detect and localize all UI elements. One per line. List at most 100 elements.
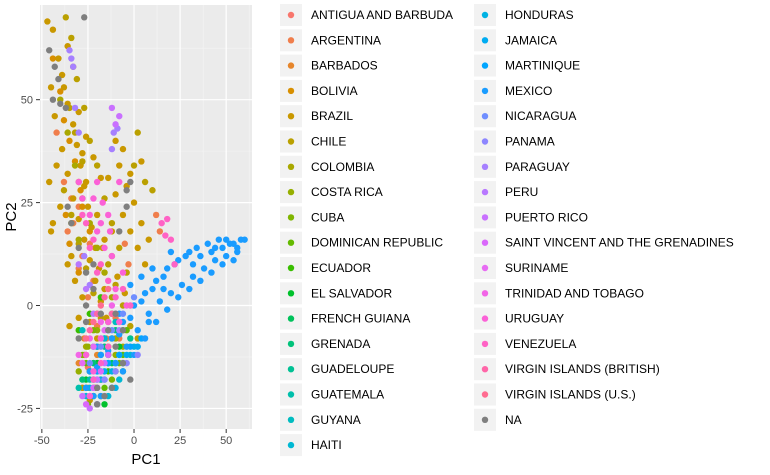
data-point [123, 343, 130, 350]
data-point [64, 203, 71, 210]
data-point [230, 257, 237, 264]
legend-item: URUGUAY [474, 307, 564, 330]
data-point [108, 384, 116, 392]
data-point [71, 277, 79, 285]
legend-label: MEXICO [505, 84, 552, 98]
data-point [134, 244, 141, 252]
legend: ANTIGUA AND BARBUDA ARGENTINA BARBADOS BOLI… [280, 4, 734, 457]
data-point [164, 215, 171, 223]
data-point [215, 236, 223, 243]
legend-item: GUADELOUPE [280, 358, 394, 381]
legend-item: ECUADOR [280, 257, 371, 279]
legend-label: PERU [505, 185, 538, 199]
legend-item: FRENCH GUIANA [280, 307, 410, 330]
legend-item: SURINAME [474, 257, 568, 279]
data-point [93, 244, 101, 252]
data-point [222, 236, 230, 243]
series-uruguay [75, 178, 130, 400]
legend-item: TRINIDAD AND TOBAGO [474, 282, 644, 305]
data-point [105, 211, 112, 219]
data-point [101, 269, 108, 276]
data-point [241, 236, 248, 243]
data-point [97, 343, 105, 350]
data-point [119, 211, 127, 219]
data-point [68, 219, 75, 227]
data-point [93, 211, 101, 219]
data-point [84, 343, 92, 350]
legend-label: JAMAICA [505, 33, 557, 47]
legend-marker [481, 138, 489, 145]
data-point [75, 351, 82, 359]
data-point [145, 236, 152, 243]
data-point [81, 14, 88, 21]
data-point [119, 359, 127, 367]
data-point [121, 240, 128, 247]
data-point [93, 178, 101, 186]
data-point [86, 327, 93, 334]
legend-label: GUADELOUPE [311, 362, 394, 376]
data-point [138, 298, 145, 305]
data-point [79, 392, 86, 400]
legend-item: CHILE [280, 130, 346, 153]
data-point [222, 252, 230, 260]
data-point [186, 285, 193, 293]
y-tick-label: 0 [27, 301, 33, 313]
data-point [101, 376, 108, 383]
data-point [149, 285, 156, 293]
data-point [77, 187, 84, 194]
data-point [116, 178, 123, 186]
legend-item: VIRGIN ISLANDS (U.S.) [474, 383, 636, 406]
legend-label: PARAGUAY [505, 160, 570, 174]
data-point [64, 129, 71, 136]
data-point [234, 244, 241, 252]
data-point [47, 228, 55, 235]
legend-marker [481, 87, 489, 95]
legend-label: ARGENTINA [311, 33, 381, 47]
legend-item: GUATEMALA [280, 383, 384, 406]
data-point [90, 368, 97, 375]
legend-label: EL SALVADOR [311, 286, 392, 300]
data-point [127, 322, 134, 330]
data-point [112, 310, 119, 317]
data-point [211, 244, 219, 252]
legend-marker [287, 416, 295, 423]
data-point [75, 178, 82, 186]
legend-marker [287, 214, 295, 221]
data-point [79, 327, 86, 334]
legend-marker [287, 188, 295, 196]
legend-label: NICARAGUA [505, 109, 576, 123]
data-point [84, 294, 92, 301]
legend-item: COSTA RICA [280, 181, 383, 204]
data-point [130, 294, 138, 301]
data-point [171, 261, 178, 268]
data-point [46, 47, 53, 54]
data-point [230, 240, 237, 247]
legend-item: BRAZIL [280, 105, 353, 128]
legend-label: GUYANA [311, 413, 361, 427]
x-axis: -50 -25 0 25 50 [34, 429, 232, 447]
legend-item: HONDURAS [474, 4, 574, 26]
data-point [127, 302, 134, 309]
data-point [164, 265, 171, 272]
series-brazil [44, 18, 152, 404]
legend-label: COSTA RICA [311, 185, 383, 199]
data-point [208, 269, 215, 276]
data-point [105, 343, 112, 350]
data-point [93, 162, 101, 169]
data-point [116, 351, 123, 359]
data-point [101, 244, 108, 252]
data-point [49, 26, 57, 33]
legend-label: DOMINICAN REPUBLIC [311, 236, 443, 250]
data-point [58, 145, 66, 153]
data-point [138, 158, 145, 165]
data-point [75, 108, 82, 116]
data-point [92, 277, 99, 285]
data-point [82, 318, 90, 326]
data-point [130, 162, 138, 169]
data-point [66, 137, 73, 145]
legend-item: GUYANA [280, 408, 361, 431]
data-point [152, 277, 160, 285]
series-nicaragua [86, 294, 138, 367]
legend-label: ECUADOR [311, 261, 371, 275]
data-point [57, 100, 64, 107]
